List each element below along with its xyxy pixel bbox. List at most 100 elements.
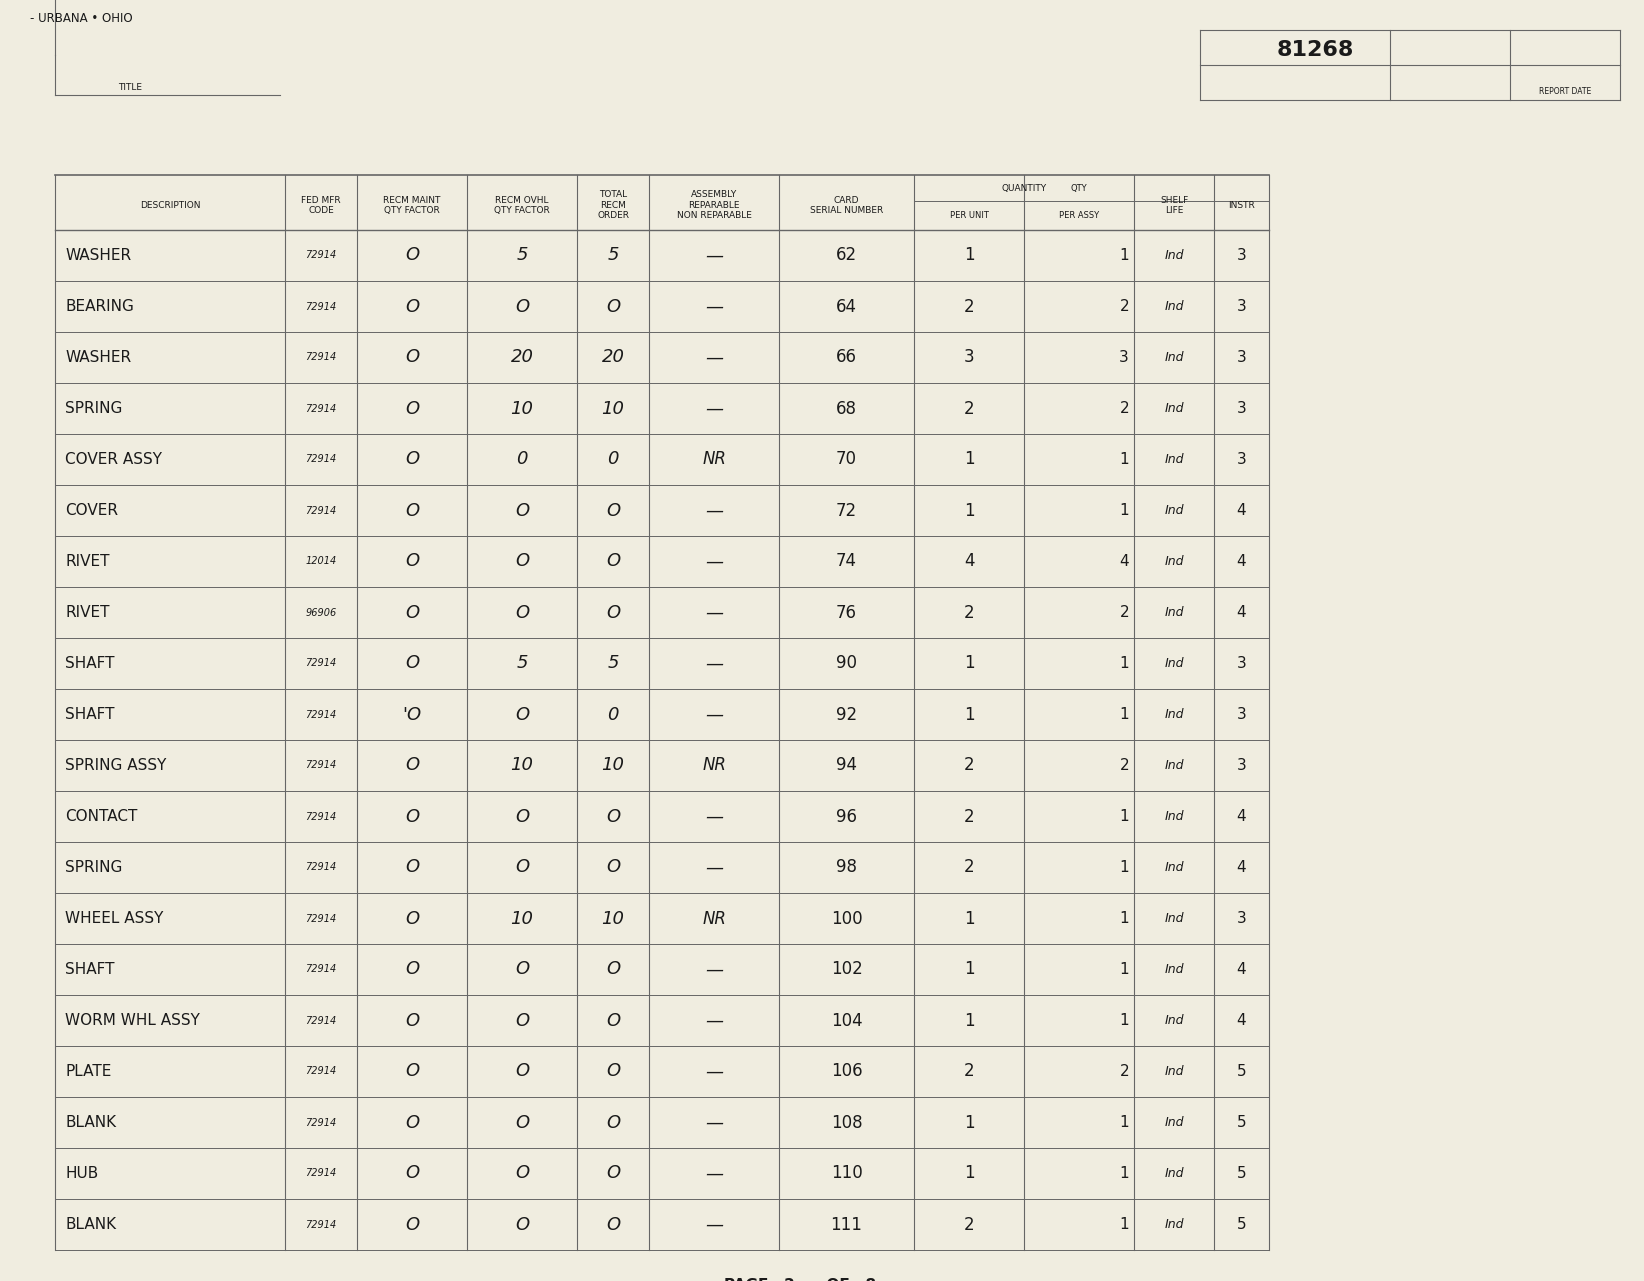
Text: 3: 3 [1236, 656, 1246, 671]
Text: BLANK: BLANK [66, 1217, 117, 1232]
Text: 3: 3 [1120, 350, 1129, 365]
Text: Ind: Ind [1164, 657, 1184, 670]
Text: O: O [515, 1113, 529, 1131]
Text: 'O: 'O [403, 706, 421, 724]
Text: O: O [404, 552, 419, 570]
Text: HUB: HUB [66, 1166, 99, 1181]
Text: 3: 3 [1236, 911, 1246, 926]
Text: 5: 5 [1236, 1166, 1246, 1181]
Text: Ind: Ind [1164, 1167, 1184, 1180]
Text: 2: 2 [963, 858, 975, 876]
Text: 72914: 72914 [306, 862, 337, 872]
Text: 72914: 72914 [306, 1168, 337, 1179]
Text: 2: 2 [963, 807, 975, 825]
Text: Ind: Ind [1164, 351, 1184, 364]
Text: Ind: Ind [1164, 249, 1184, 263]
Text: SPRING: SPRING [66, 860, 122, 875]
Text: 3: 3 [1236, 401, 1246, 416]
Text: 1: 1 [963, 655, 975, 673]
Text: RIVET: RIVET [66, 553, 110, 569]
Text: 2: 2 [963, 1216, 975, 1234]
Text: 72914: 72914 [306, 1117, 337, 1127]
Text: 72914: 72914 [306, 761, 337, 770]
Text: Ind: Ind [1164, 1218, 1184, 1231]
Text: 2: 2 [1120, 605, 1129, 620]
Text: 68: 68 [837, 400, 857, 418]
Text: O: O [515, 1012, 529, 1030]
Text: 72914: 72914 [306, 913, 337, 924]
Text: NR: NR [702, 451, 727, 469]
Text: 3: 3 [1236, 452, 1246, 468]
Text: O: O [607, 858, 620, 876]
Text: SHAFT: SHAFT [66, 656, 115, 671]
Text: BLANK: BLANK [66, 1114, 117, 1130]
Text: 2: 2 [963, 757, 975, 775]
Text: SHAFT: SHAFT [66, 962, 115, 977]
Text: Ind: Ind [1164, 861, 1184, 874]
Text: O: O [607, 552, 620, 570]
Text: 100: 100 [830, 910, 863, 927]
Text: CARD
SERIAL NUMBER: CARD SERIAL NUMBER [810, 196, 883, 215]
Text: 102: 102 [830, 961, 863, 979]
Text: 5: 5 [607, 655, 618, 673]
Text: 62: 62 [835, 246, 857, 264]
Text: SPRING: SPRING [66, 401, 122, 416]
Text: 0: 0 [607, 706, 618, 724]
Text: 10: 10 [511, 400, 534, 418]
Text: 72914: 72914 [306, 658, 337, 669]
Text: 4: 4 [1236, 962, 1246, 977]
Text: —: — [705, 501, 723, 520]
Text: 72914: 72914 [306, 710, 337, 720]
Text: Ind: Ind [1164, 760, 1184, 772]
Text: Ind: Ind [1164, 810, 1184, 822]
Text: O: O [404, 1062, 419, 1080]
Text: 4: 4 [1120, 553, 1129, 569]
Text: Ind: Ind [1164, 1015, 1184, 1027]
Text: 72914: 72914 [306, 1067, 337, 1076]
Text: O: O [607, 961, 620, 979]
Text: QUANTITY: QUANTITY [1001, 184, 1047, 193]
Text: 3: 3 [1236, 707, 1246, 722]
Text: 1: 1 [963, 1164, 975, 1182]
Text: —: — [705, 603, 723, 621]
Text: 1: 1 [1120, 911, 1129, 926]
Text: - URBANA • OHIO: - URBANA • OHIO [30, 12, 133, 26]
Text: Ind: Ind [1164, 300, 1184, 313]
Text: 1: 1 [1120, 860, 1129, 875]
Text: 2: 2 [1120, 401, 1129, 416]
Text: 2: 2 [1120, 1065, 1129, 1079]
Text: 72914: 72914 [306, 251, 337, 260]
Text: 2: 2 [963, 1062, 975, 1080]
Text: O: O [607, 297, 620, 315]
Text: 5: 5 [607, 246, 618, 264]
Text: RECM OVHL
QTY FACTOR: RECM OVHL QTY FACTOR [495, 196, 549, 215]
Text: 4: 4 [1236, 810, 1246, 824]
Text: 4: 4 [1236, 503, 1246, 518]
Text: —: — [705, 1164, 723, 1182]
Text: Ind: Ind [1164, 1116, 1184, 1129]
Text: 4: 4 [1236, 860, 1246, 875]
Text: 4: 4 [1236, 553, 1246, 569]
Text: 90: 90 [837, 655, 857, 673]
Text: 94: 94 [837, 757, 857, 775]
Text: —: — [705, 706, 723, 724]
Text: 10: 10 [511, 910, 534, 927]
Text: 1: 1 [1120, 249, 1129, 263]
Text: —: — [705, 400, 723, 418]
Text: 1: 1 [963, 1113, 975, 1131]
Text: O: O [404, 961, 419, 979]
Text: WORM WHL ASSY: WORM WHL ASSY [66, 1013, 201, 1027]
Text: 1: 1 [1120, 452, 1129, 468]
Text: Ind: Ind [1164, 402, 1184, 415]
Text: 1: 1 [963, 961, 975, 979]
Text: Ind: Ind [1164, 912, 1184, 925]
Text: 72914: 72914 [306, 1220, 337, 1230]
Text: O: O [404, 246, 419, 264]
Text: O: O [404, 757, 419, 775]
Text: O: O [607, 501, 620, 520]
Text: O: O [515, 603, 529, 621]
Text: PER UNIT: PER UNIT [950, 211, 988, 220]
Text: COVER: COVER [66, 503, 118, 518]
Text: RIVET: RIVET [66, 605, 110, 620]
Text: O: O [607, 1012, 620, 1030]
